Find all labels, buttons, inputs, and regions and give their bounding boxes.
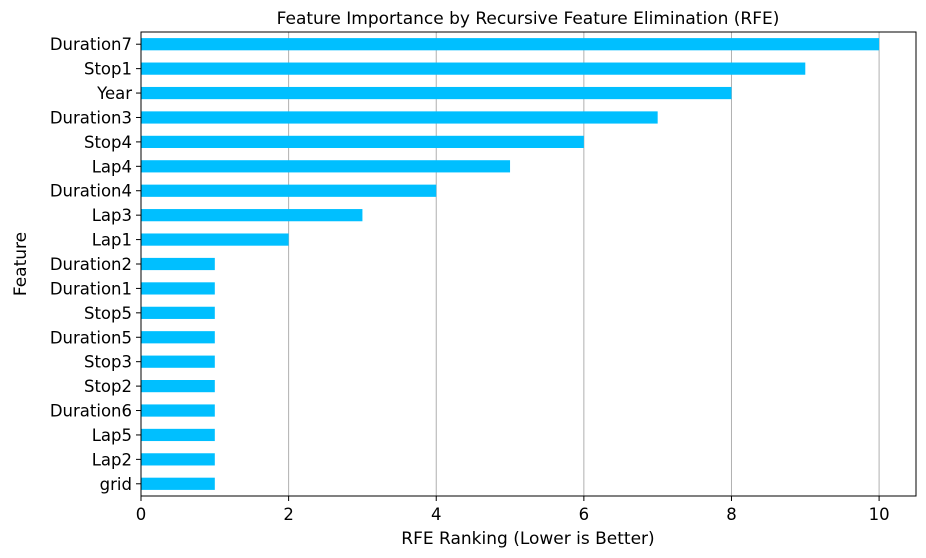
y-tick-label: Lap5 (92, 426, 132, 445)
y-tick-label: Lap4 (92, 157, 132, 176)
y-tick-label: Duration7 (50, 35, 132, 54)
bar-stop1 (141, 62, 806, 75)
bar-lap1 (141, 233, 289, 246)
bar-stop3 (141, 355, 215, 368)
bar-stop5 (141, 306, 215, 319)
y-tick-label: grid (100, 475, 132, 494)
x-tick-label: 6 (579, 505, 590, 524)
bar-duration1 (141, 282, 215, 295)
y-tick-label: Lap3 (92, 206, 132, 225)
bars (141, 38, 880, 490)
x-tick-label: 2 (283, 505, 294, 524)
chart-title: Feature Importance by Recursive Feature … (277, 9, 780, 29)
bar-lap2 (141, 453, 215, 466)
y-tick-label: Stop1 (84, 60, 132, 79)
y-tick-label: Lap2 (92, 450, 132, 469)
bar-lap3 (141, 209, 363, 222)
plot-frame (140, 31, 917, 497)
y-tick-label: Year (96, 84, 132, 103)
bar-duration4 (141, 184, 437, 197)
bar-lap5 (141, 428, 215, 442)
y-tick-label: Duration3 (50, 108, 132, 127)
x-tick-label: 0 (136, 505, 147, 524)
x-tick-label: 8 (726, 505, 737, 524)
y-tick-labels: Duration7 Stop1 Year Duration3 Stop4 Lap4 Dura… (50, 35, 141, 494)
y-axis-label: Feature (11, 232, 31, 296)
bar-stop2 (141, 380, 215, 393)
y-tick-label: Stop3 (84, 353, 132, 372)
bar-duration7 (141, 38, 880, 51)
bar-stop4 (141, 135, 584, 148)
bar-duration2 (141, 257, 215, 271)
bar-duration6 (141, 404, 215, 417)
y-tick-label: Duration5 (50, 328, 132, 347)
y-tick-label: Duration6 (50, 402, 132, 421)
bar-lap4 (141, 160, 511, 173)
x-tick-label: 10 (869, 505, 890, 524)
y-tick-label: Duration4 (50, 182, 132, 201)
bar-year (141, 86, 732, 100)
y-tick-label: Stop4 (84, 133, 132, 152)
y-tick-label: Stop2 (84, 377, 132, 396)
y-tick-label: Lap1 (92, 231, 132, 250)
x-tick-labels: 0 2 4 6 8 10 (136, 496, 890, 524)
y-tick-label: Duration2 (50, 255, 132, 274)
grid-lines (140, 32, 880, 496)
x-axis-label: RFE Ranking (Lower is Better) (401, 529, 654, 549)
bar-duration5 (141, 331, 215, 344)
x-tick-label: 4 (431, 505, 442, 524)
y-tick-label: Stop5 (84, 304, 132, 323)
bar-grid (141, 477, 215, 490)
y-tick-label: Duration1 (50, 279, 132, 298)
bar-duration3 (141, 111, 658, 124)
